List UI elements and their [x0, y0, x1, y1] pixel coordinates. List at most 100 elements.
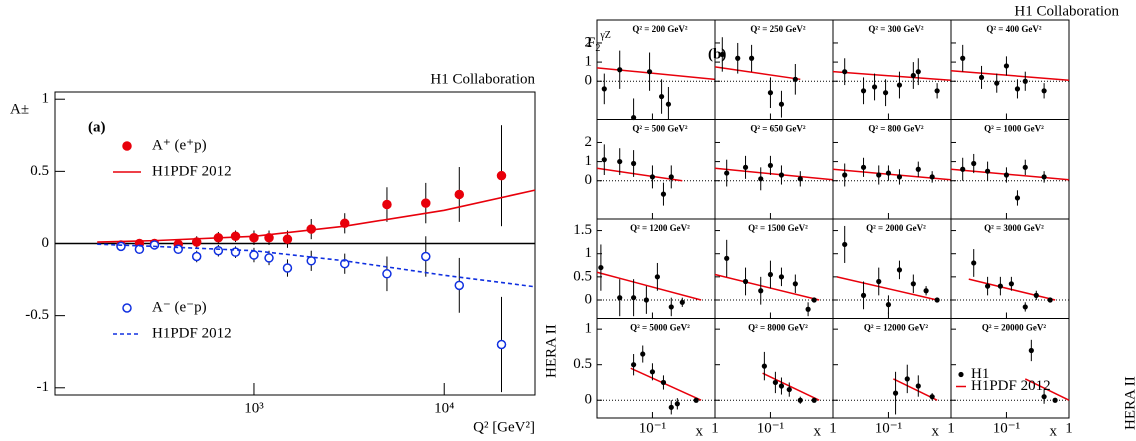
data-point [693, 397, 699, 403]
data-point [617, 67, 623, 73]
panel-title: Q² = 1500 GeV² [748, 223, 808, 233]
chart-title: H1 Collaboration [430, 71, 535, 87]
panel-title: Q² = 20000 GeV² [982, 323, 1047, 333]
panel-title: Q² = 1200 GeV² [630, 223, 690, 233]
data-point [306, 256, 316, 266]
data-point [454, 280, 465, 291]
panel-frame [832, 19, 952, 120]
x-tick-label: 1 [947, 420, 955, 436]
data-point [842, 241, 848, 248]
data-point [929, 174, 935, 180]
model-curve [762, 372, 820, 401]
data-point [910, 281, 916, 287]
y-axis-label-sub: 2 [595, 43, 600, 54]
data-point [842, 172, 848, 178]
panel-frame [950, 119, 1070, 220]
data-point [658, 93, 665, 100]
y-tick-label: 0.5 [573, 356, 592, 372]
legend-label: A⁺ (e⁺p) [152, 137, 207, 153]
data-point [896, 267, 903, 273]
y-tick-label: 0 [585, 73, 593, 89]
data-point [454, 189, 465, 200]
x-tick-label: 10⁻¹ [875, 420, 902, 436]
data-point [910, 72, 916, 79]
y-tick-label: 0 [585, 172, 593, 188]
data-point [1008, 281, 1014, 287]
y-tick-label: 2 [585, 134, 593, 150]
legend-marker [958, 371, 964, 378]
data-point [665, 101, 672, 107]
data-point [649, 174, 656, 180]
data-point [601, 157, 607, 163]
data-point [923, 288, 929, 294]
panel-label: (a) [88, 119, 106, 135]
data-point [668, 304, 674, 310]
legend-marker [122, 141, 132, 151]
data-point [772, 379, 778, 386]
data-point [382, 199, 392, 210]
data-point [761, 363, 767, 369]
x-tick-label: 10⁻¹ [639, 420, 666, 436]
model-curve [97, 243, 536, 288]
data-point [915, 69, 921, 75]
annotation: HERA II [1122, 376, 1136, 430]
x-tick-label: 10³ [244, 400, 264, 416]
data-point [1014, 195, 1021, 201]
model-curve [714, 273, 820, 301]
data-point [882, 90, 889, 96]
model-curve [968, 278, 1056, 301]
x-axis-label: Q² [GeV²] [473, 419, 535, 435]
data-point [876, 278, 882, 285]
data-point [654, 274, 660, 280]
data-point [660, 191, 667, 197]
data-point [811, 397, 817, 403]
data-point [842, 69, 848, 75]
data-point [1003, 172, 1010, 178]
data-point [892, 390, 899, 396]
data-point [631, 114, 637, 121]
legend-label: H1PDF 2012 [152, 163, 232, 179]
data-point [742, 164, 749, 170]
data-point [742, 278, 749, 285]
data-point [860, 88, 867, 94]
data-point [778, 172, 785, 178]
model-curve [832, 70, 952, 82]
panel-title: Q² = 800 GeV² [868, 124, 924, 134]
data-point [1041, 174, 1047, 180]
panel-title: Q² = 3000 GeV² [984, 223, 1044, 233]
y-tick-label: 1.5 [573, 222, 592, 238]
panel-title: Q² = 12000 GeV² [864, 323, 929, 333]
y-tick-label: 2 [585, 34, 593, 50]
data-point [971, 260, 977, 266]
x-axis-label: x [1050, 423, 1058, 439]
data-point [786, 386, 792, 393]
y-tick-label: 1 [585, 153, 593, 169]
legend-label: H1 [971, 366, 989, 382]
model-curve [630, 367, 702, 401]
data-point [116, 241, 126, 252]
panel-frame [596, 119, 716, 220]
data-point [631, 160, 637, 167]
x-axis-label: x [932, 423, 940, 439]
model-curve [1024, 378, 1070, 401]
data-point [876, 172, 882, 178]
x-axis-label: x [814, 423, 822, 439]
data-point [660, 379, 667, 386]
x-tick-label: 10⁴ [434, 400, 454, 416]
panel-title: Q² = 400 GeV² [986, 24, 1042, 34]
y-tick-label: 0 [585, 291, 593, 307]
data-point [792, 281, 798, 287]
data-point [1028, 347, 1034, 354]
data-point [904, 376, 910, 382]
data-point [631, 295, 637, 301]
data-point [767, 162, 774, 169]
data-point [934, 88, 940, 94]
data-point [1022, 78, 1028, 84]
data-point [749, 55, 755, 61]
panel-title: Q² = 300 GeV² [868, 24, 924, 34]
data-point [282, 234, 293, 244]
data-point [811, 297, 817, 303]
panel-frame [714, 318, 834, 419]
data-point [668, 174, 674, 180]
data-point [1033, 292, 1039, 298]
